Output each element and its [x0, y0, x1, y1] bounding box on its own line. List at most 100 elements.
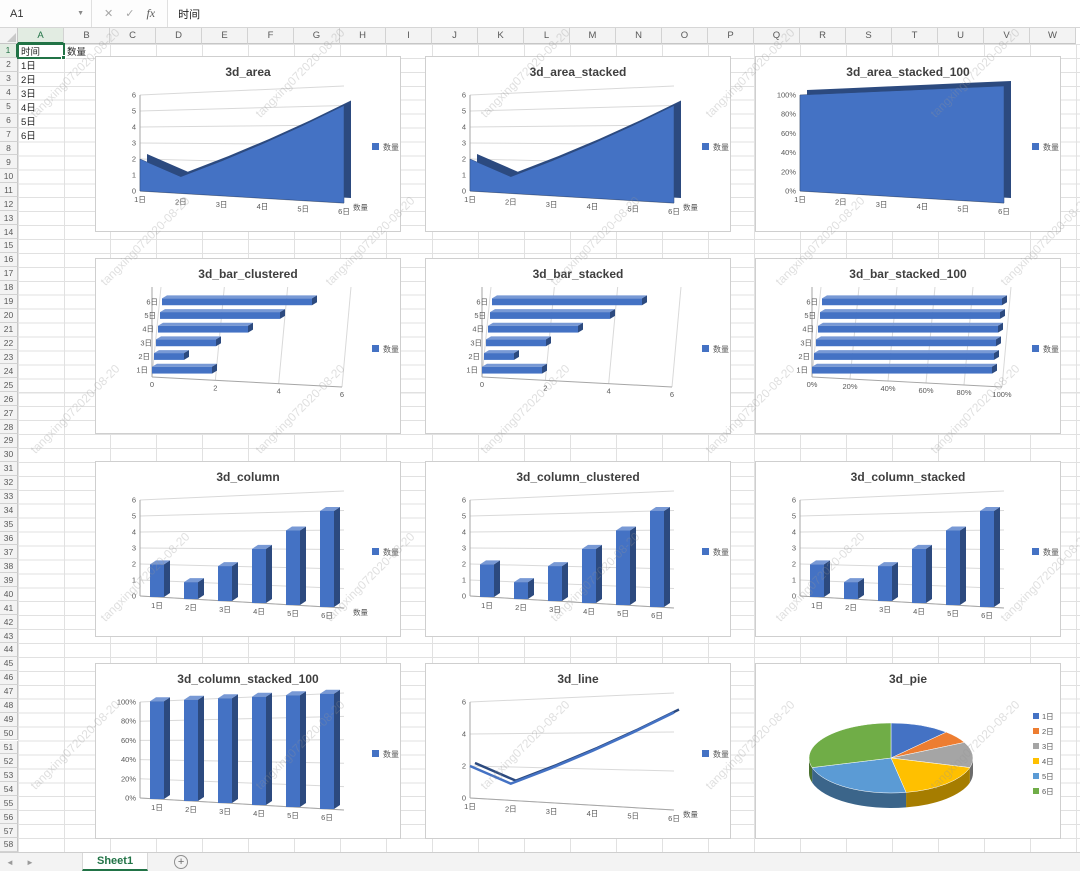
name-box-dropdown-icon[interactable]: ▼ [77, 10, 84, 17]
row-header-37[interactable]: 37 [0, 545, 18, 560]
row-header-53[interactable]: 53 [0, 768, 18, 783]
chart-3d_area[interactable]: 3d_area 0 1 2 3 4 5 6 1日 2日 3日 4日 5日 6日 数量 数量 [95, 56, 401, 232]
row-header-48[interactable]: 48 [0, 698, 18, 713]
column-bar[interactable] [480, 564, 494, 597]
column-bar[interactable] [514, 582, 528, 599]
row-header-28[interactable]: 28 [0, 420, 18, 435]
row-header-3[interactable]: 3 [0, 71, 18, 86]
column-bar[interactable] [286, 695, 300, 807]
formula-input[interactable]: 时间 [168, 0, 1080, 27]
row-header-17[interactable]: 17 [0, 266, 18, 281]
chart-3d_line[interactable]: 3d_line 0 2 4 6 1日 2日 3日 4日 5日 6日 数量 数量 [425, 663, 731, 839]
chart-3d_bar_clustered[interactable]: 3d_bar_clustered 0 2 4 6 1日 2日 3日 4日 5日 6日 数量 [95, 258, 401, 434]
row-header-26[interactable]: 26 [0, 392, 18, 407]
column-bar[interactable] [912, 548, 926, 603]
column-bar[interactable] [150, 564, 164, 597]
bar[interactable] [818, 325, 998, 333]
column-bar[interactable] [548, 566, 562, 601]
row-header-25[interactable]: 25 [0, 378, 18, 393]
row-header-5[interactable]: 5 [0, 99, 18, 114]
row-header-10[interactable]: 10 [0, 169, 18, 184]
row-header-43[interactable]: 43 [0, 629, 18, 643]
column-bar[interactable] [218, 698, 232, 803]
column-bar[interactable] [650, 510, 664, 607]
row-header-56[interactable]: 56 [0, 810, 18, 825]
column-header-C[interactable]: C [110, 28, 156, 44]
column-header-K[interactable]: K [478, 28, 524, 44]
cell-B1[interactable]: 数量 [67, 46, 87, 58]
column-header-H[interactable]: H [340, 28, 386, 44]
row-header-45[interactable]: 45 [0, 656, 18, 671]
chart-3d_pie[interactable]: 3d_pie 1日 2日 3日 4日 5日 6日 [755, 663, 1061, 839]
sheet-nav-prev-icon[interactable]: ◄ [6, 857, 14, 867]
column-header-I[interactable]: I [386, 28, 432, 44]
row-header-1[interactable]: 1 [0, 44, 18, 58]
row-header-21[interactable]: 21 [0, 322, 18, 337]
bar[interactable] [822, 298, 1002, 306]
cell-A7[interactable]: 6日 [21, 130, 36, 142]
row-header-20[interactable]: 20 [0, 308, 18, 323]
chart-3d_column_stacked[interactable]: 3d_column_stacked 0 1 2 3 4 5 6 1日 2日 3日 4日 5日 6日 数量 [755, 461, 1061, 637]
column-header-B[interactable]: B [64, 28, 110, 44]
row-header-49[interactable]: 49 [0, 712, 18, 727]
row-header-41[interactable]: 41 [0, 601, 18, 616]
cell-A5[interactable]: 4日 [21, 102, 36, 114]
row-header-12[interactable]: 12 [0, 197, 18, 212]
column-bar[interactable] [184, 582, 198, 599]
row-header-22[interactable]: 22 [0, 336, 18, 351]
column-header-Q[interactable]: Q [754, 28, 800, 44]
column-bar[interactable] [810, 564, 824, 597]
pie-slice[interactable] [890, 757, 971, 793]
column-header-V[interactable]: V [984, 28, 1030, 44]
column-header-A[interactable]: A [18, 28, 64, 44]
row-header-19[interactable]: 19 [0, 294, 18, 309]
cell-A1[interactable]: 时间 [21, 46, 41, 58]
row-header-35[interactable]: 35 [0, 517, 18, 532]
row-header-38[interactable]: 38 [0, 559, 18, 574]
bar[interactable] [816, 339, 996, 347]
column-bar[interactable] [878, 566, 892, 601]
row-header-24[interactable]: 24 [0, 364, 18, 379]
row-header-36[interactable]: 36 [0, 531, 18, 546]
column-header-N[interactable]: N [616, 28, 662, 44]
enter-icon[interactable]: ✓ [125, 8, 135, 20]
row-header-29[interactable]: 29 [0, 434, 18, 448]
column-header-U[interactable]: U [938, 28, 984, 44]
name-box[interactable]: A1 ▼ [0, 0, 92, 27]
insert-function-icon[interactable]: fx [146, 6, 156, 20]
sheet-nav-next-icon[interactable]: ► [26, 857, 34, 867]
column-bar[interactable] [946, 530, 960, 606]
column-header-D[interactable]: D [156, 28, 202, 44]
pie-slice[interactable] [890, 722, 947, 759]
cell-A4[interactable]: 3日 [21, 88, 36, 100]
row-header-46[interactable]: 46 [0, 670, 18, 685]
row-header-14[interactable]: 14 [0, 225, 18, 239]
cell-A2[interactable]: 1日 [21, 60, 36, 72]
row-header-11[interactable]: 11 [0, 183, 18, 198]
row-header-32[interactable]: 32 [0, 475, 18, 490]
bar[interactable] [152, 366, 212, 374]
add-sheet-button[interactable]: + [174, 855, 189, 869]
column-bar[interactable] [184, 699, 198, 801]
column-bar[interactable] [320, 693, 334, 809]
row-header-51[interactable]: 51 [0, 740, 18, 755]
column-header-O[interactable]: O [662, 28, 708, 44]
pie-slice[interactable] [890, 742, 974, 768]
bar[interactable] [160, 312, 280, 319]
row-header-58[interactable]: 58 [0, 838, 18, 852]
chart-3d_column[interactable]: 3d_column 0 1 2 3 4 5 6 1日 2日 3日 4日 5日 6日 数量 数量 [95, 461, 401, 637]
column-bar[interactable] [150, 701, 164, 799]
row-header-55[interactable]: 55 [0, 796, 18, 811]
column-bar[interactable] [252, 548, 266, 603]
column-header-G[interactable]: G [294, 28, 340, 44]
row-header-44[interactable]: 44 [0, 642, 18, 657]
area-series[interactable] [469, 105, 675, 204]
row-header-47[interactable]: 47 [0, 684, 18, 699]
column-header-T[interactable]: T [892, 28, 938, 44]
column-header-F[interactable]: F [248, 28, 294, 44]
chart-3d_column_clustered[interactable]: 3d_column_clustered 0 1 2 3 4 5 6 1日 2日 3日 4日 5日 6日 数量 [425, 461, 731, 637]
row-header-42[interactable]: 42 [0, 615, 18, 630]
row-header-13[interactable]: 13 [0, 211, 18, 226]
bar[interactable] [484, 353, 514, 360]
column-bar[interactable] [844, 582, 858, 599]
